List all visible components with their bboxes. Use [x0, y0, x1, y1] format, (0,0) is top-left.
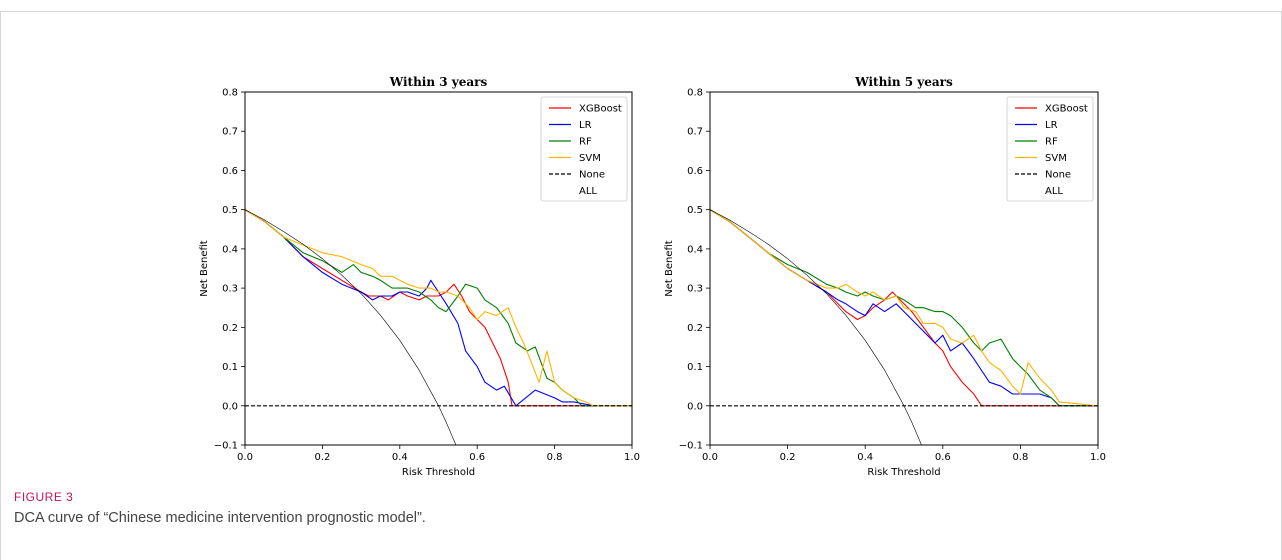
legend-label: ALL — [1045, 186, 1063, 197]
x-tick-label: 0.0 — [702, 452, 718, 463]
series-line-svm — [710, 209, 1098, 407]
x-axis-label: Risk Threshold — [402, 467, 475, 478]
y-tick-label: 0.0 — [222, 401, 238, 412]
series-group — [245, 209, 632, 445]
series-group — [710, 209, 1098, 445]
y-tick-label: 0.0 — [687, 401, 703, 412]
plot-frame — [244, 91, 633, 446]
x-tick-label: 0.8 — [1012, 452, 1028, 463]
series-line-svm — [245, 209, 632, 407]
y-tick-label: 0.5 — [222, 205, 238, 216]
y-tick-label: 0.7 — [687, 127, 703, 138]
y-tick-label: 0.1 — [687, 362, 703, 373]
y-tick-label: 0.4 — [222, 244, 238, 255]
chart-title: Within 3 years — [389, 75, 488, 89]
y-tick-label: 0.1 — [222, 362, 238, 373]
x-axis-label: Risk Threshold — [867, 467, 940, 478]
y-axis-label: Net Benefit — [664, 240, 675, 297]
y-axis-label: Net Benefit — [199, 240, 210, 297]
x-tick-label: 1.0 — [1090, 452, 1106, 463]
y-tick-label: 0.3 — [222, 284, 238, 295]
legend-label: LR — [579, 120, 592, 131]
series-line-rf — [245, 209, 632, 407]
x-tick-label: 1.0 — [624, 452, 640, 463]
x-tick-label: 0.4 — [392, 452, 408, 463]
legend: XGBoost LR RF SVM None ALL — [1006, 96, 1094, 202]
legend: XGBoost LR RF SVM None ALL — [540, 96, 628, 202]
legend-label: SVM — [579, 153, 601, 164]
legend-label: LR — [1045, 120, 1058, 131]
y-tick-label: 0.6 — [687, 166, 703, 177]
series-line-rf — [710, 209, 1098, 407]
y-tick-label: 0.3 — [687, 284, 703, 295]
legend-label: ALL — [579, 186, 597, 197]
y-tick-label: −0.1 — [214, 441, 238, 452]
plot-frame — [709, 91, 1099, 446]
x-tick-label: 0.2 — [780, 452, 796, 463]
y-tick-label: 0.7 — [222, 127, 238, 138]
legend-box — [1006, 96, 1094, 202]
y-tick-label: −0.1 — [679, 441, 703, 452]
legend-label: SVM — [1045, 153, 1067, 164]
series-line-all — [710, 209, 922, 445]
legend-label: RF — [579, 137, 592, 148]
figure-label: FIGURE 3 — [14, 490, 74, 504]
x-tick-label: 0.8 — [547, 452, 563, 463]
series-line-all — [245, 209, 457, 445]
legend-box — [540, 96, 628, 202]
legend-label: None — [579, 170, 605, 181]
legend-label: XGBoost — [1045, 104, 1088, 115]
figure-top-rule — [0, 11, 1282, 12]
x-tick-label: 0.6 — [469, 452, 485, 463]
x-tick-label: 0.0 — [237, 452, 253, 463]
y-tick-label: 0.2 — [222, 323, 238, 334]
y-tick-label: 0.8 — [222, 88, 238, 99]
legend-label: None — [1045, 170, 1071, 181]
x-tick-label: 0.6 — [935, 452, 951, 463]
x-tick-label: 0.4 — [857, 452, 873, 463]
figure-caption: DCA curve of “Chinese medicine intervent… — [14, 510, 426, 526]
y-tick-label: 0.2 — [687, 323, 703, 334]
series-line-lr — [245, 209, 632, 407]
figure-frame-left — [0, 11, 1, 560]
x-tick-label: 0.2 — [314, 452, 330, 463]
legend-label: XGBoost — [579, 104, 622, 115]
chart-title: Within 5 years — [854, 75, 953, 89]
y-tick-label: 0.5 — [687, 205, 703, 216]
y-tick-label: 0.6 — [222, 166, 238, 177]
legend-label: RF — [1045, 137, 1058, 148]
y-tick-label: 0.4 — [687, 244, 703, 255]
y-tick-label: 0.8 — [687, 88, 703, 99]
